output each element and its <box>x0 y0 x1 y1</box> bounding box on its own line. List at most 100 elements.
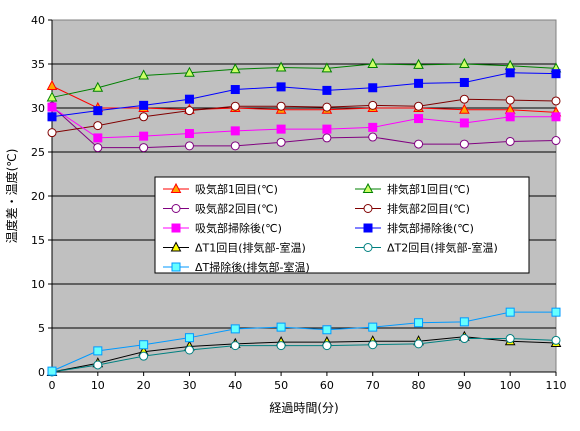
series-7-point-10 <box>505 334 515 344</box>
series-5 <box>47 68 561 122</box>
series-2-point-5 <box>276 137 286 147</box>
series-4-point-4 <box>230 126 240 136</box>
legend-entry-5-marker <box>363 223 373 233</box>
series-5-point-8 <box>414 78 424 88</box>
series-8-point-9 <box>459 317 469 327</box>
tick-labels: 0 5 10 15 20 25 30 35 40 0 10 20 30 40 50 60 70 80 90 100 11… <box>31 14 567 392</box>
series-3-point-2 <box>139 112 149 122</box>
series-2-point-6 <box>322 133 332 143</box>
legend: 吸気部1回目(℃) 排気部1回目(℃) 吸気部2回目(℃) 排気部2回目(℃) 吸気部掃… <box>154 176 530 274</box>
legend-entry-6-marker <box>170 241 182 252</box>
legend-entry-5: 排気部掃除後(℃) <box>355 221 474 235</box>
series-1-point-7 <box>367 57 379 68</box>
legend-entry-0: 吸気部1回目(℃) <box>163 182 278 196</box>
series-7-point-2 <box>139 351 149 361</box>
series-0-point-9 <box>459 103 470 114</box>
series-1-point-5 <box>275 61 287 72</box>
series-2-point-11 <box>551 136 561 146</box>
y-tick-label-25: 25 <box>31 146 45 159</box>
series-8-line <box>51 311 556 372</box>
series-2-point-4 <box>230 141 240 151</box>
series-8-point-3 <box>184 333 194 343</box>
series-3 <box>47 94 561 138</box>
legend-entry-7: ΔT2回目(排気部-室温) <box>355 241 498 255</box>
series-2-point-2 <box>139 143 149 153</box>
y-tick-label-5: 5 <box>38 322 45 335</box>
series-3-point-3 <box>184 106 194 116</box>
series-1-point-3 <box>184 66 195 77</box>
x-tick-label-40: 40 <box>228 379 242 392</box>
series-3-point-10 <box>505 95 515 105</box>
series-5-point-2 <box>139 100 149 110</box>
series-1 <box>46 57 562 102</box>
legend-entry-3-marker <box>363 204 373 213</box>
series-4-point-7 <box>368 122 378 132</box>
series-7-line <box>51 338 557 373</box>
series-8-point-2 <box>139 340 149 350</box>
series-8-point-7 <box>368 322 378 332</box>
x-tick-label-50: 50 <box>274 379 288 392</box>
series-7-point-1 <box>93 360 103 370</box>
legend-entry-3-label: 排気部2回目(℃) <box>387 202 470 216</box>
series-4-point-3 <box>184 129 194 139</box>
legend-entry-2: 吸気部2回目(℃) <box>163 202 278 216</box>
series-7-point-8 <box>414 339 424 349</box>
series-3-point-8 <box>414 101 424 111</box>
series-3-point-0 <box>47 128 57 138</box>
series-8-point-6 <box>322 325 332 335</box>
series-8-point-5 <box>276 322 286 332</box>
y-tick-label-35: 35 <box>31 58 45 71</box>
series-4-point-5 <box>276 124 286 134</box>
series-1-point-8 <box>413 58 424 69</box>
series-1-point-9 <box>459 57 470 68</box>
legend-entry-8-marker <box>171 262 181 272</box>
series-3-point-5 <box>276 101 286 111</box>
legend-entry-6: ΔT1回目(排気部-室温) <box>163 241 306 255</box>
series-1-point-4 <box>229 63 241 74</box>
series-0-line <box>51 85 557 113</box>
legend-entry-8: ΔT掃除後(排気部-室温) <box>163 260 310 274</box>
legend-entry-7-marker <box>363 243 373 252</box>
x-tick-label-100: 100 <box>500 379 521 392</box>
y-tick-label-30: 30 <box>31 102 45 115</box>
series-0-point-0 <box>46 79 58 90</box>
series-4 <box>47 102 561 143</box>
series-5-point-7 <box>368 83 378 93</box>
series-1-line <box>51 63 557 98</box>
series-7-point-9 <box>459 334 469 344</box>
series-3-line <box>51 98 557 134</box>
series-2-line <box>51 105 557 149</box>
x-tick-label-0: 0 <box>49 379 56 392</box>
x-tick-label-110: 110 <box>546 379 567 392</box>
series-3-point-9 <box>459 94 469 104</box>
series-2-point-10 <box>505 136 515 146</box>
series-2-point-9 <box>459 139 469 149</box>
series-2-point-7 <box>368 132 378 142</box>
legend-entry-4-marker <box>171 223 181 233</box>
series-5-point-6 <box>322 85 332 95</box>
series-7-point-11 <box>551 335 561 345</box>
x-tick-label-70: 70 <box>366 379 380 392</box>
legend-entry-0-label: 吸気部1回目(℃) <box>195 182 278 196</box>
y-tick-label-15: 15 <box>31 234 45 247</box>
legend-entry-0-marker <box>170 182 182 193</box>
series-3-point-4 <box>230 101 240 111</box>
series-2-point-3 <box>184 141 194 151</box>
series-8-point-11 <box>551 307 561 317</box>
series-4-line <box>51 106 556 139</box>
series-1-point-2 <box>138 69 149 80</box>
series-5-point-11 <box>551 69 561 79</box>
series-4-point-9 <box>459 118 469 128</box>
legend-entry-3: 排気部2回目(℃) <box>355 202 470 216</box>
series-8-point-10 <box>505 307 515 317</box>
series-6-line <box>51 336 557 373</box>
legend-entry-2-label: 吸気部2回目(℃) <box>195 202 278 216</box>
series-7-point-5 <box>276 341 286 351</box>
series-4-point-2 <box>139 131 149 141</box>
series-2-point-1 <box>93 143 103 153</box>
legend-entry-4-label: 吸気部掃除後(℃) <box>195 221 282 235</box>
series-3-point-1 <box>93 121 103 131</box>
series-4-point-10 <box>505 112 515 122</box>
